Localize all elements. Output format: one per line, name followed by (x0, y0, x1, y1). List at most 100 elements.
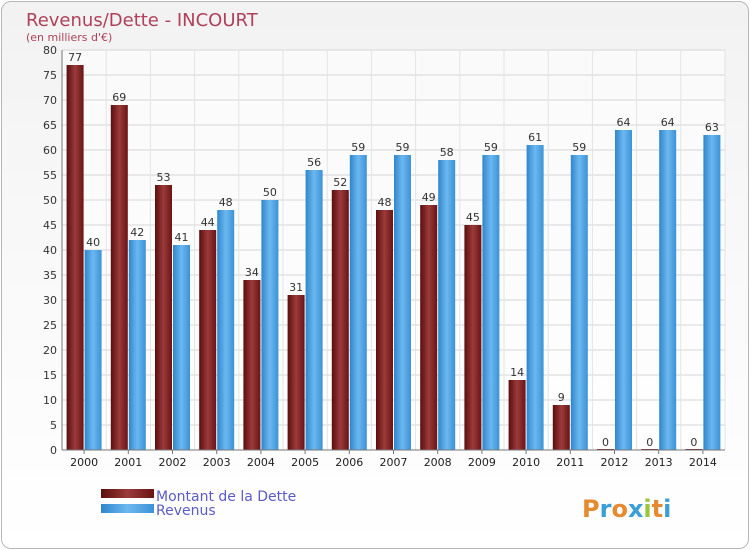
data-label-debt: 0 (646, 436, 653, 449)
data-label-revenus: 59 (351, 141, 365, 154)
data-label-revenus: 64 (617, 116, 631, 129)
bar-revenus (526, 145, 544, 450)
data-label-revenus: 40 (86, 236, 100, 249)
x-tick-label: 2010 (512, 456, 540, 469)
bar-revenus (305, 170, 323, 450)
x-tick-label: 2001 (114, 456, 142, 469)
y-tick-label: 0 (50, 444, 57, 457)
y-tick-label: 70 (43, 94, 57, 107)
y-tick-label: 45 (43, 219, 57, 232)
x-tick-label: 2002 (159, 456, 187, 469)
y-tick-label: 40 (43, 244, 57, 257)
bar-revenus (438, 160, 456, 450)
data-label-revenus: 64 (661, 116, 675, 129)
data-label-debt: 45 (466, 211, 480, 224)
y-tick-label: 5 (50, 419, 57, 432)
data-label-debt: 69 (112, 91, 126, 104)
data-label-revenus: 50 (263, 186, 277, 199)
y-tick-label: 55 (43, 169, 57, 182)
legend-swatch-revenus (101, 504, 154, 513)
data-label-revenus: 59 (484, 141, 498, 154)
y-tick-label: 10 (43, 394, 57, 407)
data-label-revenus: 61 (528, 131, 542, 144)
bar-debt (331, 190, 349, 450)
bar-revenus (570, 155, 588, 450)
bar-revenus (482, 155, 500, 450)
bar-revenus (84, 250, 102, 450)
data-label-debt: 77 (68, 51, 82, 64)
x-tick-label: 2004 (247, 456, 275, 469)
data-label-debt: 0 (602, 436, 609, 449)
y-tick-label: 60 (43, 144, 57, 157)
bar-debt (552, 405, 570, 450)
data-label-revenus: 41 (175, 231, 189, 244)
bar-debt (376, 210, 393, 450)
bar-debt (464, 225, 482, 450)
y-tick-label: 30 (43, 294, 57, 307)
bar-revenus (261, 200, 279, 450)
bar-revenus (128, 240, 146, 450)
x-tick-label: 2009 (468, 456, 496, 469)
data-label-revenus: 59 (396, 141, 410, 154)
data-label-debt: 9 (558, 391, 565, 404)
data-label-revenus: 56 (307, 156, 321, 169)
y-tick-label: 50 (43, 194, 57, 207)
x-tick-label: 2006 (335, 456, 363, 469)
chart-subtitle: (en milliers d'€) (26, 31, 112, 44)
y-tick-label: 80 (43, 44, 57, 57)
legend: Montant de la Dette Revenus (101, 489, 296, 519)
bar-revenus (615, 130, 632, 450)
bar-debt (66, 65, 84, 450)
data-label-revenus: 48 (219, 196, 233, 209)
data-label-revenus: 42 (130, 226, 144, 239)
bar-revenus (659, 130, 677, 450)
grid (61, 49, 726, 451)
proxiti-logo: Proxiti (582, 495, 671, 523)
bar-debt (243, 280, 261, 450)
bar-debt (287, 295, 305, 450)
data-label-debt: 48 (378, 196, 392, 209)
data-label-revenus: 58 (440, 146, 454, 159)
x-tick-label: 2008 (424, 456, 452, 469)
y-tick-label: 65 (43, 119, 57, 132)
bar-revenus (703, 135, 721, 450)
data-label-debt: 34 (245, 266, 259, 279)
data-label-debt: 52 (333, 176, 347, 189)
bar-debt (420, 205, 438, 450)
data-label-revenus: 63 (705, 121, 719, 134)
legend-swatch-debt (101, 489, 154, 498)
x-tick-label: 2000 (70, 456, 98, 469)
data-label-debt: 49 (422, 191, 436, 204)
x-tick-label: 2005 (291, 456, 319, 469)
y-tick-label: 15 (43, 369, 57, 382)
x-tick-label: 2003 (203, 456, 231, 469)
legend-label-revenus: Revenus (156, 503, 216, 519)
legend-label-debt: Montant de la Dette (156, 489, 296, 505)
data-label-debt: 31 (289, 281, 303, 294)
y-tick-label: 35 (43, 269, 57, 282)
x-tick-label: 2012 (601, 456, 629, 469)
data-label-debt: 0 (690, 436, 697, 449)
bar-debt (199, 230, 217, 450)
bar-debt (155, 185, 172, 450)
bar-revenus (217, 210, 235, 450)
y-axis: 0 5 10 15 20 25 30 35 40 45 50 55 60 65 70 75 80 (43, 44, 63, 457)
data-label-debt: 53 (157, 171, 171, 184)
x-tick-label: 2013 (645, 456, 673, 469)
bars: 77 40 69 42 53 41 44 48 34 50 31 56 52 59 48 59 49 58 45 59… (66, 51, 721, 450)
bar-debt (110, 105, 128, 450)
y-tick-label: 20 (43, 344, 57, 357)
svg-text:Proxiti: Proxiti (582, 495, 671, 523)
data-label-debt: 14 (510, 366, 524, 379)
y-tick-label: 25 (43, 319, 57, 332)
bar-revenus (349, 155, 367, 450)
x-tick-label: 2011 (556, 456, 584, 469)
bar-revenus (394, 155, 411, 450)
x-axis: 2000 2001 2002 2003 2004 2005 2006 2007 2008 2009… (62, 449, 725, 469)
x-tick-label: 2014 (689, 456, 717, 469)
bar-revenus (173, 245, 190, 450)
bar-debt (508, 380, 526, 450)
x-tick-label: 2007 (380, 456, 408, 469)
chart-title: Revenus/Dette - INCOURT (26, 10, 259, 31)
